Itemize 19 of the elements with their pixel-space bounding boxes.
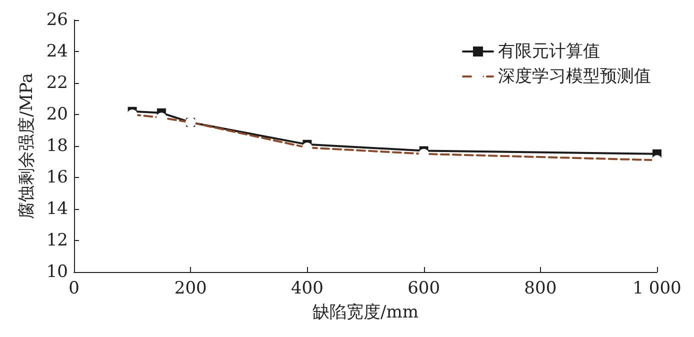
legend-label: 有限元计算值 xyxy=(498,42,600,62)
y-axis-title: 腐蚀剩余强度/MPa xyxy=(16,73,37,219)
x-tick-label: 400 xyxy=(290,278,324,298)
legend-label: 深度学习模型预测值 xyxy=(498,66,651,86)
y-tick-label: 14 xyxy=(46,199,68,219)
y-tick-label: 16 xyxy=(46,168,68,188)
y-tick-label: 20 xyxy=(46,104,68,124)
y-tick-label: 26 xyxy=(46,10,68,30)
x-tick-label: 600 xyxy=(408,278,440,298)
x-axis-title: 缺陷宽度/mm xyxy=(312,302,418,322)
x-tick-label: 0 xyxy=(68,278,80,298)
x-tick-label: 1 000 xyxy=(632,278,682,298)
y-tick-label: 10 xyxy=(46,262,68,282)
y-tick-label: 22 xyxy=(46,73,68,93)
x-tick-label: 200 xyxy=(174,278,207,298)
y-tick-label: 24 xyxy=(46,42,68,62)
x-tick-label: 800 xyxy=(524,278,557,298)
y-tick-label: 12 xyxy=(46,230,68,250)
y-tick-label: 18 xyxy=(46,136,68,156)
